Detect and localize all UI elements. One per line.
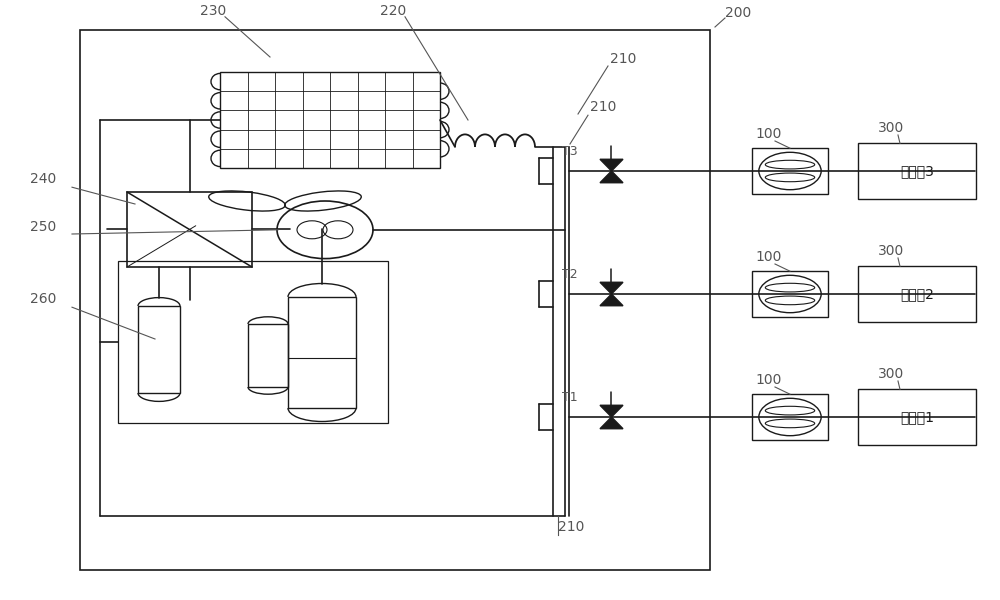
Text: T3: T3 (562, 145, 578, 158)
Polygon shape (600, 171, 623, 183)
Bar (752, 271, 828, 317)
Bar (858, 143, 976, 199)
Text: 室内机3: 室内机3 (900, 164, 934, 178)
Text: 300: 300 (878, 367, 904, 381)
Polygon shape (600, 159, 623, 171)
Text: 室内机1: 室内机1 (900, 410, 934, 424)
Bar (752, 394, 828, 440)
Polygon shape (600, 282, 623, 294)
Bar (138, 306, 180, 393)
Text: 100: 100 (755, 250, 781, 264)
Text: T1: T1 (562, 391, 578, 404)
Text: 210: 210 (558, 520, 584, 534)
Bar (858, 266, 976, 322)
Text: 230: 230 (200, 4, 226, 18)
Bar (118, 261, 388, 423)
Polygon shape (600, 417, 623, 429)
Bar (288, 297, 356, 408)
Bar (858, 389, 976, 445)
Bar (80, 30, 710, 570)
Bar (752, 148, 828, 194)
Text: 室内机2: 室内机2 (900, 287, 934, 301)
Text: 210: 210 (610, 52, 636, 66)
Bar (127, 192, 252, 267)
Text: 200: 200 (725, 6, 751, 20)
Text: 240: 240 (30, 172, 56, 186)
Text: 210: 210 (590, 100, 616, 114)
Bar (248, 324, 288, 387)
Text: 250: 250 (30, 220, 56, 234)
Text: 100: 100 (755, 127, 781, 141)
Text: 100: 100 (755, 373, 781, 387)
Text: T2: T2 (562, 268, 578, 281)
Text: 260: 260 (30, 292, 56, 306)
Polygon shape (600, 294, 623, 306)
Text: 220: 220 (380, 4, 406, 18)
Polygon shape (600, 405, 623, 417)
Bar (220, 72, 440, 168)
Text: 300: 300 (878, 121, 904, 135)
Text: 300: 300 (878, 244, 904, 258)
